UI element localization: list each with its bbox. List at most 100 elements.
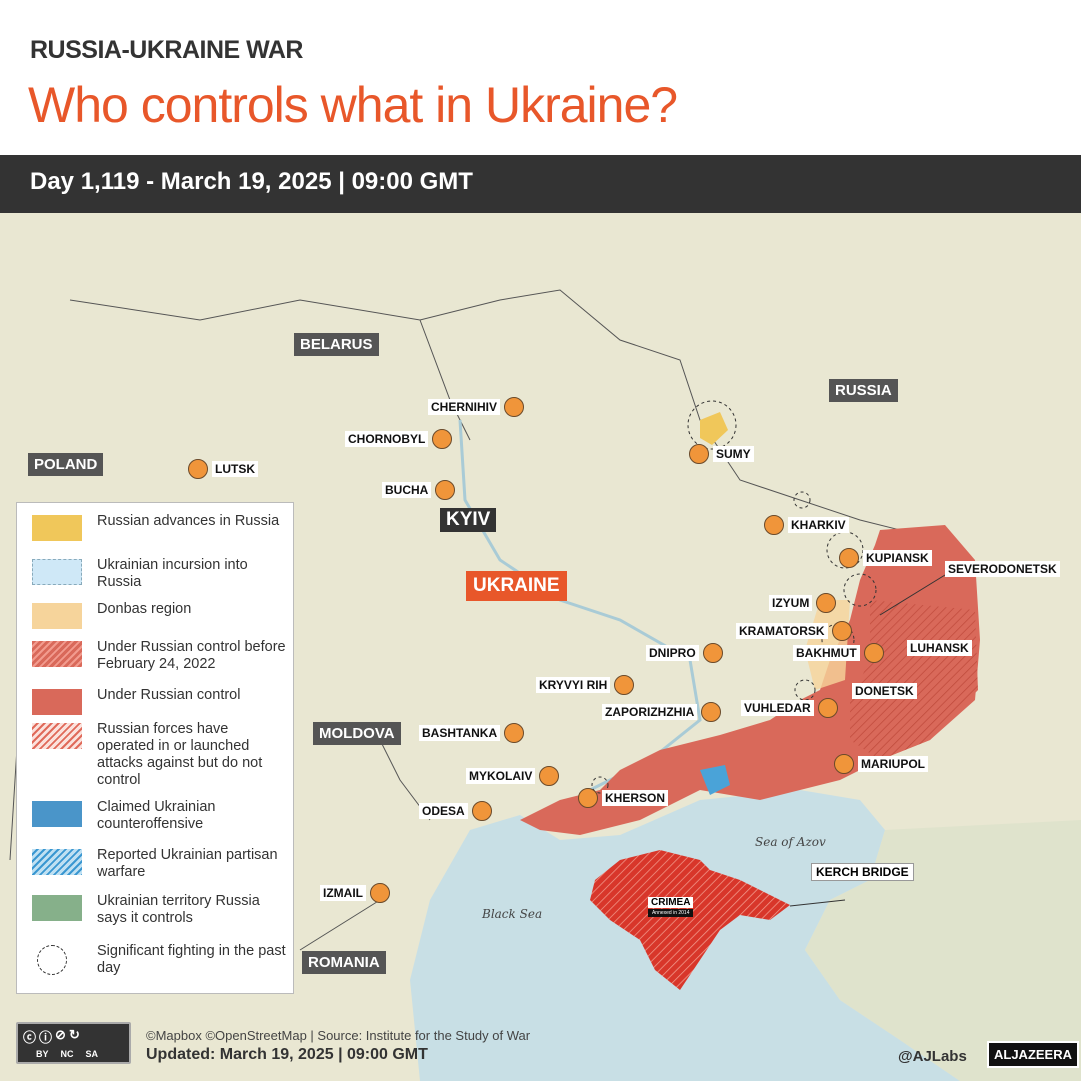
header: RUSSIA-UKRAINE WAR Who controls what in …: [0, 0, 1081, 155]
city-label: IZMAIL: [320, 885, 366, 901]
city-label: SUMY: [713, 446, 754, 462]
city-marker-icon: [701, 702, 722, 722]
city-label: KRAMATORSK: [736, 623, 828, 639]
city-chornobyl: CHORNOBYL: [345, 429, 453, 449]
cc-license-badge: ⓒ ⓘ ⊘ ↻ BY NC SA: [16, 1022, 131, 1064]
page-title: Who controls what in Ukraine?: [28, 77, 678, 133]
city-severodonetsk: SEVERODONETSK: [945, 561, 1060, 577]
legend-label: Ukrainian incursion into Russia: [97, 557, 248, 590]
city-label: LUHANSK: [907, 640, 972, 656]
credits: ©Mapbox ©OpenStreetMap | Source: Institu…: [146, 1028, 531, 1043]
capital-label-kyiv: KYIV: [440, 508, 497, 532]
city-kharkiv: KHARKIV: [764, 515, 849, 535]
city-marker-icon: [702, 643, 723, 663]
city-kramatorsk: KRAMATORSK: [736, 621, 852, 641]
city-bakhmut: BAKHMUT: [793, 643, 884, 663]
city-kherson: KHERSON: [578, 788, 669, 808]
city-bashtanka: BASHTANKA: [419, 723, 525, 743]
crimea-name: CRIMEA: [648, 897, 694, 908]
city-label: BAKHMUT: [793, 645, 860, 661]
crimea-area: [590, 850, 790, 990]
country-label-poland: POLAND: [28, 453, 104, 476]
city-marker-icon: [689, 444, 709, 464]
city-dnipro: DNIPRO: [646, 643, 723, 663]
city-marker-icon: [816, 593, 837, 613]
day-bar: Day 1,119 - March 19, 2025 | 09:00 GMT: [0, 155, 1081, 213]
country-label-russia: RUSSIA: [829, 379, 898, 402]
city-label: MARIUPOL: [858, 756, 928, 772]
legend-swatch-icon: [32, 515, 82, 541]
city-sumy: SUMY: [689, 444, 754, 464]
city-kupiansk: KUPIANSK: [839, 548, 932, 568]
kicker: RUSSIA-UKRAINE WAR: [30, 36, 303, 64]
aljazeera-logo: ALJAZEERA: [987, 1041, 1080, 1068]
city-label: MYKOLAIV: [466, 768, 536, 784]
city-izyum: IZYUM: [769, 593, 837, 613]
legend-label: Claimed Ukrainian counteroffensive: [97, 799, 216, 832]
city-label: VUHLEDAR: [741, 700, 814, 716]
kerch-leader: [789, 899, 846, 907]
city-label: DONETSK: [852, 683, 917, 699]
city-marker-icon: [471, 801, 492, 821]
city-label: CHORNOBYL: [345, 431, 429, 447]
sea-label-azov: Sea of Azov: [755, 835, 826, 849]
legend-swatch-icon: [32, 723, 82, 749]
city-marker-icon: [764, 515, 784, 535]
country-label-belarus: BELARUS: [294, 333, 379, 356]
legend-swatch-icon: [32, 641, 82, 667]
legend-swatch-icon: [32, 895, 82, 921]
city-label: BASHTANKA: [419, 725, 501, 741]
legend-label: Donbas region: [97, 601, 192, 617]
city-label: ODESA: [419, 803, 468, 819]
sea-label-black: Black Sea: [482, 907, 543, 921]
city-label: BUCHA: [382, 482, 432, 498]
city-label: KHERSON: [602, 790, 669, 806]
kakhovka-reservoir: [700, 765, 730, 795]
city-zaporizhzhia: ZAPORIZHZHIA: [602, 702, 722, 722]
legend-label: Russian forces have operated in or launc…: [97, 721, 263, 788]
city-label: KUPIANSK: [863, 550, 932, 566]
severodonetsk-leader: [879, 574, 946, 616]
city-marker-icon: [432, 429, 453, 449]
legend-swatch-icon: [32, 559, 82, 585]
city-luhansk: LUHANSK: [907, 640, 972, 656]
cc-by: BY: [36, 1049, 49, 1059]
country-label-ukraine: UKRAINE: [466, 571, 567, 601]
cc-icons: ⓒ ⓘ ⊘ ↻: [23, 1027, 80, 1045]
city-marker-icon: [539, 766, 560, 786]
city-chernihiv: CHERNIHIV: [428, 397, 525, 417]
crimea-label: CRIMEA Annexed in 2014: [648, 897, 694, 917]
country-label-romania: ROMANIA: [302, 951, 386, 974]
city-label: IZYUM: [769, 595, 813, 611]
country-label-moldova: MOLDOVA: [313, 722, 401, 745]
city-marker-icon: [834, 754, 854, 774]
city-marker-icon: [504, 723, 525, 743]
caucasus-land: [805, 820, 1081, 1081]
legend-label: Under Russian control before February 24…: [97, 639, 286, 672]
legend-label: Reported Ukrainian partisan warfare: [97, 847, 278, 880]
city-marker-icon: [435, 480, 456, 500]
city-kryvyi-rih: KRYVYI RIH: [536, 675, 635, 695]
city-marker-icon: [504, 397, 525, 417]
city-marker-icon: [578, 788, 598, 808]
city-marker-icon: [188, 459, 208, 479]
city-bucha: BUCHA: [382, 480, 456, 500]
city-label: ZAPORIZHZHIA: [602, 704, 698, 720]
legend-label: Significant fighting in the past day: [97, 943, 286, 976]
city-mariupol: MARIUPOL: [834, 754, 928, 774]
cc-nc: NC: [60, 1049, 74, 1059]
city-label: KRYVYI RIH: [536, 677, 611, 693]
city-marker-icon: [370, 883, 390, 903]
city-lutsk: LUTSK: [188, 459, 258, 479]
legend-swatch-icon: [32, 801, 82, 827]
city-marker-icon: [863, 643, 884, 663]
city-izmail: IZMAIL: [320, 883, 390, 903]
cc-terms: BY NC SA: [18, 1049, 129, 1059]
city-mykolaiv: MYKOLAIV: [466, 766, 560, 786]
city-odesa: ODESA: [419, 801, 492, 821]
legend-label: Ukrainian territory Russia says it contr…: [97, 893, 260, 926]
aj-handle: @AJLabs: [898, 1048, 967, 1065]
city-label: CHERNIHIV: [428, 399, 501, 415]
legend-swatch-icon: [32, 603, 82, 629]
russian-advances-sumy: [700, 412, 728, 445]
